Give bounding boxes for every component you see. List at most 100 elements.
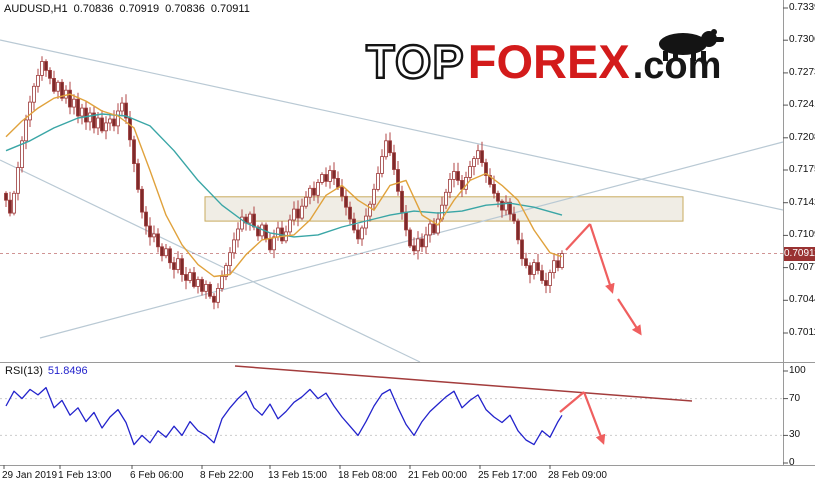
candle bbox=[184, 274, 188, 281]
candle bbox=[104, 122, 108, 132]
candle bbox=[424, 234, 428, 248]
candle bbox=[80, 107, 84, 117]
candle bbox=[384, 140, 388, 158]
candle bbox=[416, 238, 420, 252]
candle bbox=[380, 156, 384, 174]
candle bbox=[532, 262, 536, 275]
candle bbox=[404, 211, 408, 231]
time-axis-label: 8 Feb 22:00 bbox=[200, 470, 254, 481]
price-axis-label: 0.73390 bbox=[789, 2, 815, 13]
price-axis-label: 0.72735 bbox=[789, 66, 815, 78]
price-axis-label: 0.70770 bbox=[789, 261, 815, 273]
forecast-arrow bbox=[565, 223, 591, 251]
candle bbox=[72, 98, 76, 108]
rsi-axis-label: 30 bbox=[789, 429, 801, 441]
time-axis-label: 6 Feb 06:00 bbox=[130, 470, 184, 481]
candle bbox=[8, 199, 12, 214]
time-axis-label: 18 Feb 08:00 bbox=[338, 470, 397, 481]
candle bbox=[172, 262, 176, 270]
candle bbox=[156, 233, 160, 248]
candle bbox=[348, 206, 352, 220]
candle bbox=[516, 220, 520, 241]
time-axis-label: 29 Jan 2019 bbox=[2, 470, 58, 481]
candle bbox=[304, 196, 308, 207]
candle bbox=[540, 270, 544, 281]
candle bbox=[432, 223, 436, 234]
candle bbox=[40, 61, 44, 76]
candle bbox=[56, 81, 60, 92]
watermark-top-text: TOP bbox=[365, 34, 465, 89]
candle bbox=[312, 187, 316, 196]
candle bbox=[200, 279, 204, 292]
candle bbox=[468, 166, 472, 178]
candle bbox=[344, 195, 348, 208]
watermark-forex-text: FOREX bbox=[467, 35, 630, 88]
candle bbox=[36, 75, 40, 87]
candle bbox=[136, 163, 140, 190]
price-axis-label: 0.71755 bbox=[789, 164, 815, 175]
candle bbox=[88, 112, 92, 123]
candle bbox=[140, 188, 144, 213]
candle bbox=[420, 238, 424, 248]
candle bbox=[528, 265, 532, 275]
candle bbox=[12, 192, 16, 214]
candle bbox=[472, 158, 476, 167]
price-axis-label: 0.71095 bbox=[789, 229, 815, 241]
candle bbox=[364, 215, 368, 229]
candle bbox=[164, 248, 168, 257]
rsi-name-label: RSI(13) bbox=[5, 365, 43, 377]
candle bbox=[152, 233, 156, 238]
candle bbox=[408, 229, 412, 247]
candle bbox=[252, 213, 256, 228]
candle bbox=[16, 167, 20, 194]
candle bbox=[196, 279, 200, 287]
candle bbox=[376, 173, 380, 190]
bear-icon bbox=[659, 29, 725, 61]
time-axis-label: 28 Feb 09:00 bbox=[548, 470, 607, 481]
candle bbox=[536, 262, 540, 271]
candle bbox=[508, 201, 512, 215]
candle bbox=[484, 162, 488, 176]
close-value: 0.70911 bbox=[210, 3, 250, 15]
candle bbox=[144, 211, 148, 227]
candle bbox=[212, 295, 216, 303]
high-value: 0.70919 bbox=[119, 3, 160, 15]
candle bbox=[120, 102, 124, 112]
trendline[interactable] bbox=[0, 39, 784, 211]
rsi-indicator-caption: RSI(13) 51.8496 bbox=[5, 365, 88, 377]
candle bbox=[160, 246, 164, 257]
current-price-badge: 0.70911 bbox=[784, 246, 815, 261]
trendline[interactable] bbox=[0, 159, 421, 363]
candle bbox=[296, 208, 300, 219]
rsi-value-label: 51.8496 bbox=[47, 365, 88, 377]
candle bbox=[100, 117, 104, 132]
candle bbox=[544, 280, 548, 286]
candle bbox=[496, 192, 500, 202]
price-axis-label: 0.72410 bbox=[789, 99, 815, 111]
candle bbox=[24, 119, 28, 142]
candle bbox=[388, 140, 392, 154]
time-axis-label: 13 Feb 15:00 bbox=[268, 470, 327, 481]
candle bbox=[476, 150, 480, 159]
candle bbox=[112, 118, 116, 127]
rsi-axis-label: 70 bbox=[789, 392, 801, 404]
price-axis-label: 0.72080 bbox=[789, 131, 815, 143]
candle bbox=[480, 150, 484, 163]
candle bbox=[340, 186, 344, 197]
candle bbox=[220, 276, 224, 289]
candle bbox=[148, 225, 152, 238]
price-axis-label: 0.71425 bbox=[789, 196, 815, 208]
candle bbox=[276, 227, 280, 238]
time-axis-label: 1 Feb 13:00 bbox=[58, 470, 112, 481]
candle bbox=[192, 272, 196, 287]
rsi-trendline[interactable] bbox=[234, 365, 693, 402]
ma-fast-line bbox=[5, 93, 563, 278]
candle bbox=[316, 181, 320, 196]
candle bbox=[512, 213, 516, 222]
candle bbox=[448, 178, 452, 193]
candle bbox=[368, 203, 372, 217]
candle bbox=[96, 117, 100, 129]
candle bbox=[488, 175, 492, 185]
